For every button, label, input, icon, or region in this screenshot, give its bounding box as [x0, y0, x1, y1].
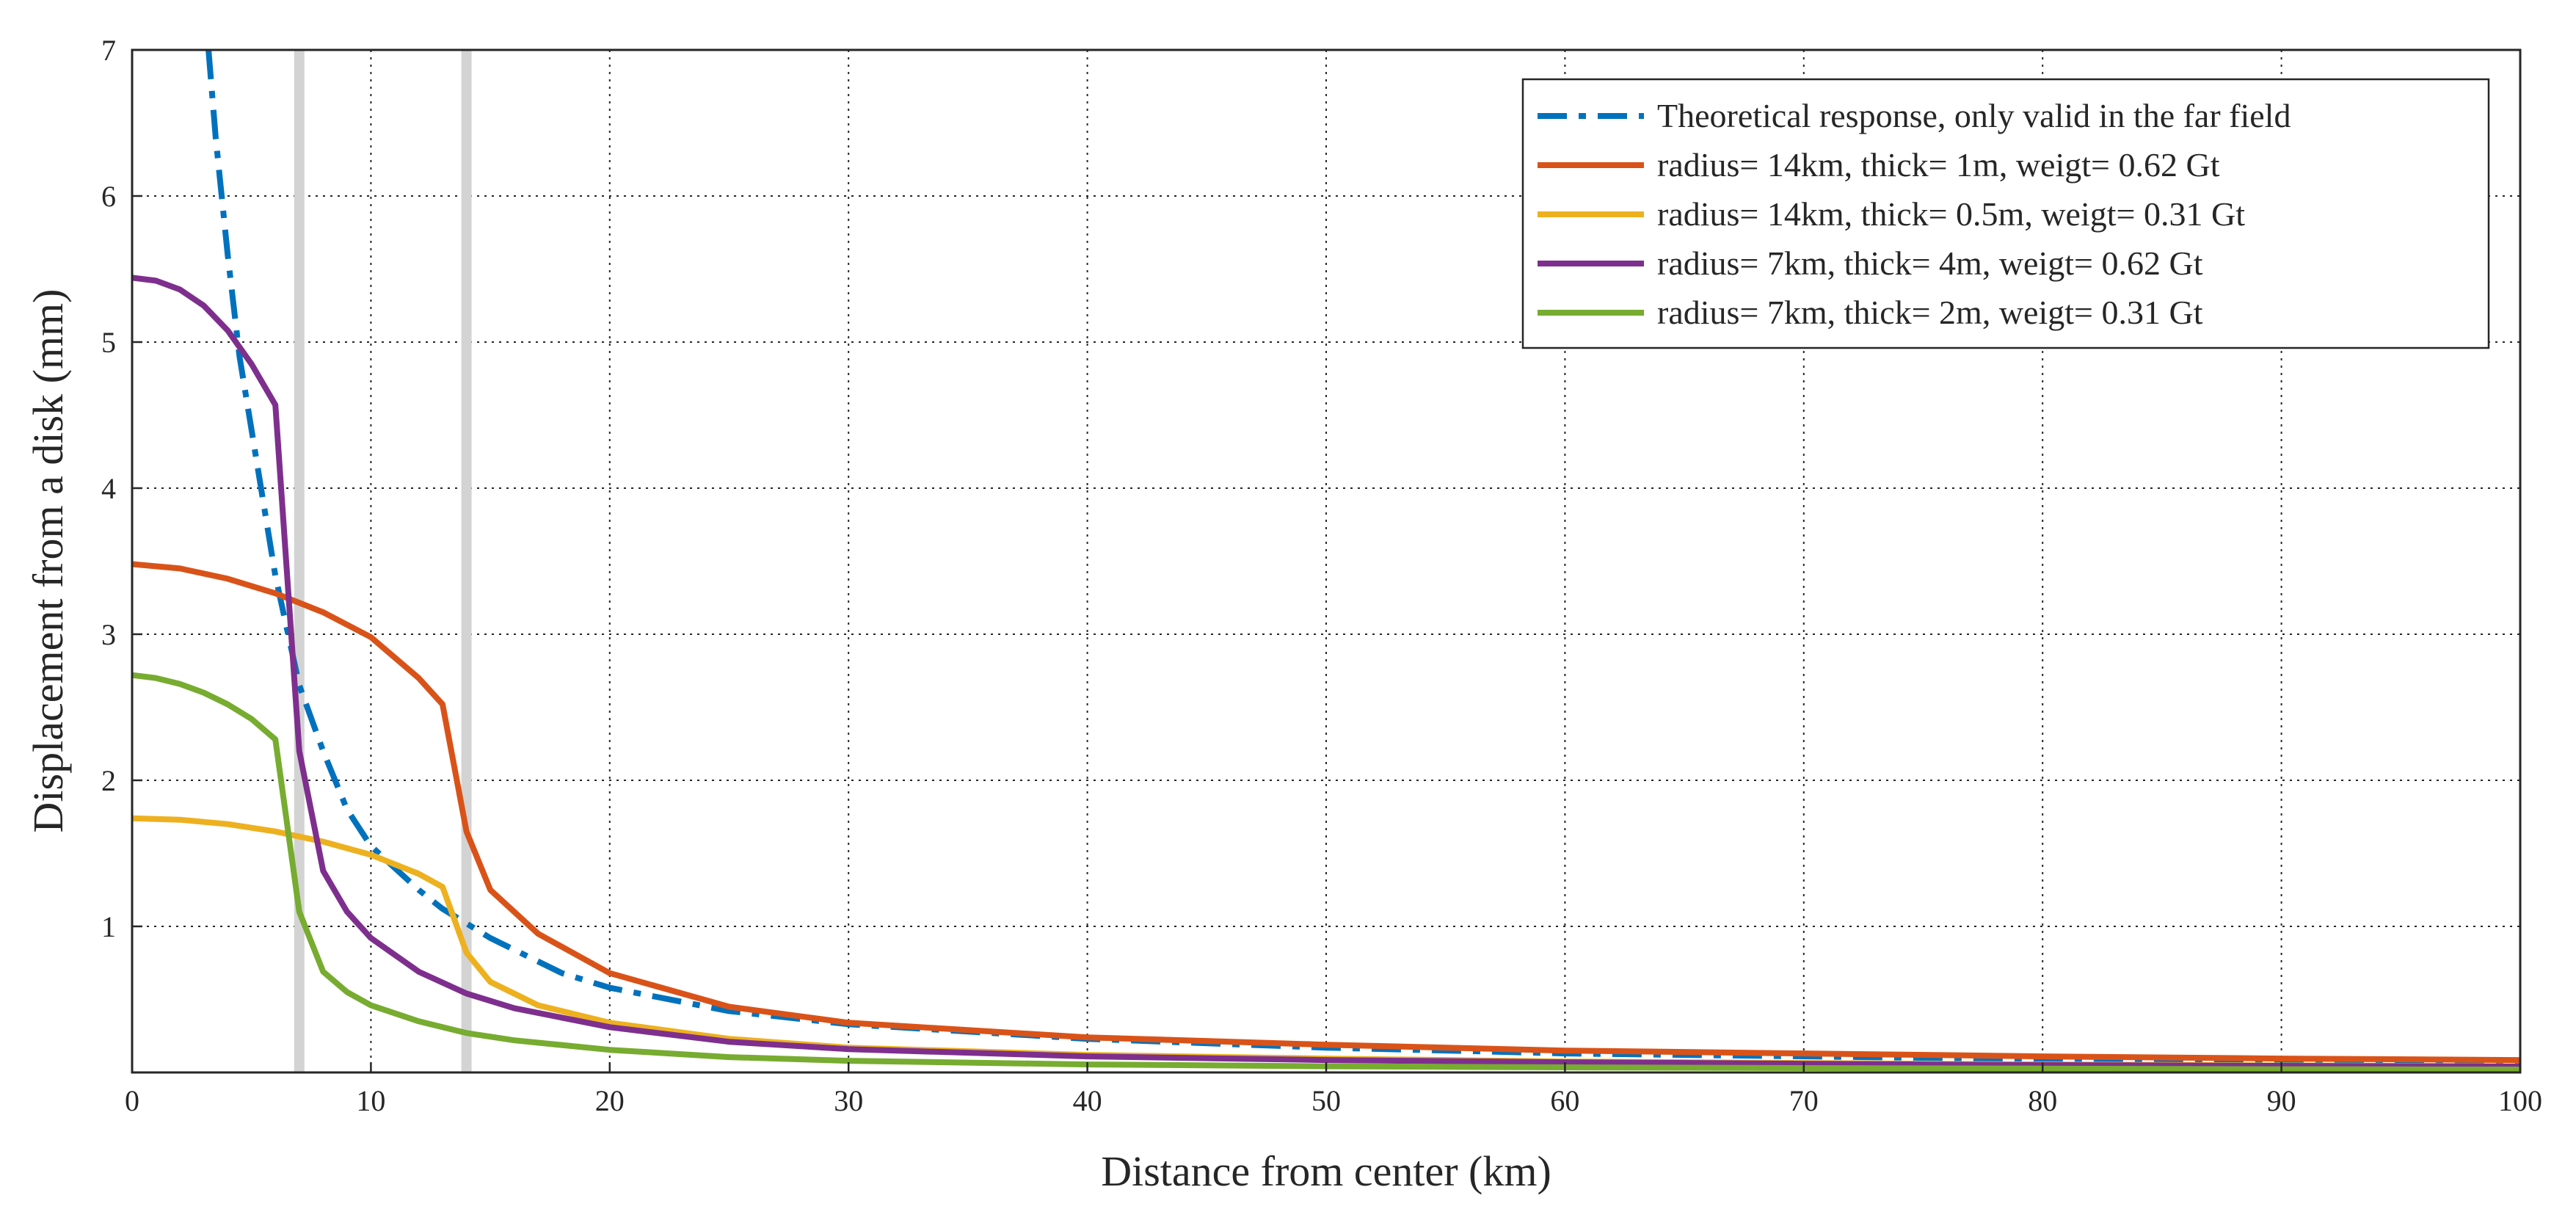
series-line-1 — [205, 50, 2520, 1067]
legend-label-1: Theoretical response, only valid in the … — [1657, 97, 2291, 134]
axis-ticks: 0 10 20 30 40 50 60 70 80 90 100 1 2 3 4 5 6 7 — [101, 34, 2542, 1117]
y-tick-label: 2 — [101, 764, 116, 797]
y-tick-label: 6 — [101, 180, 116, 213]
x-tick-label: 50 — [1311, 1084, 1341, 1117]
x-axis-title: Distance from center (km) — [1101, 1147, 1551, 1195]
legend: Theoretical response, only valid in the … — [1521, 78, 2490, 349]
y-tick-label: 5 — [101, 326, 116, 359]
x-tick-label: 70 — [1789, 1084, 1819, 1117]
y-axis-title: Displacement from a disk (mm) — [24, 289, 72, 833]
y-tick-label: 4 — [101, 472, 116, 505]
x-tick-label: 20 — [595, 1084, 625, 1117]
x-tick-label: 30 — [834, 1084, 863, 1117]
series-line-4 — [132, 275, 2520, 1070]
y-tick-label: 7 — [101, 34, 116, 67]
x-tick-label: 0 — [125, 1084, 139, 1117]
legend-box — [1521, 78, 2490, 349]
legend-label-3: radius= 14km, thick= 0.5m, weigt= 0.31 G… — [1657, 195, 2245, 233]
y-tick-label: 3 — [101, 618, 116, 651]
legend-label-2: radius= 14km, thick= 1m, weigt= 0.62 Gt — [1657, 146, 2220, 184]
x-tick-label: 60 — [1550, 1084, 1579, 1117]
y-tick-label: 1 — [101, 910, 116, 943]
series-lines — [132, 50, 2520, 1072]
x-tick-label: 10 — [356, 1084, 385, 1117]
series-line-5 — [132, 672, 2520, 1072]
x-tick-label: 80 — [2028, 1084, 2057, 1117]
x-tick-label: 100 — [2498, 1084, 2542, 1117]
x-tick-label: 40 — [1073, 1084, 1102, 1117]
legend-label-5: radius= 7km, thick= 2m, weigt= 0.31 Gt — [1657, 294, 2203, 331]
x-tick-label: 90 — [2267, 1084, 2296, 1117]
legend-label-4: radius= 7km, thick= 4m, weigt= 0.62 Gt — [1657, 244, 2203, 282]
